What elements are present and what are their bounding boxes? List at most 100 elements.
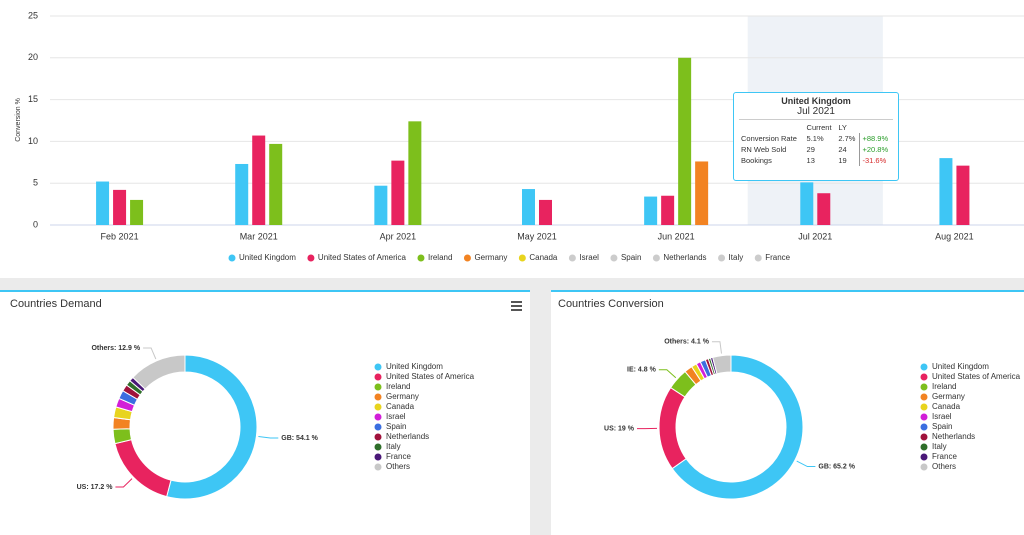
legend-marker <box>228 254 236 262</box>
bar <box>956 165 970 225</box>
legend-marker <box>374 423 382 431</box>
legend-label: France <box>386 452 411 461</box>
legend-marker <box>920 423 928 431</box>
y-tick-label: 10 <box>28 136 38 146</box>
data-label: Others: 12.9 % <box>91 345 140 352</box>
panel-title: Countries Demand <box>10 298 102 310</box>
change-value: -31.6% <box>862 156 887 165</box>
legend-marker <box>374 463 382 471</box>
panel-border <box>0 290 530 292</box>
legend-label: Italy <box>386 442 401 451</box>
legend-label: United States of America <box>932 372 1021 381</box>
tooltip: United Kingdom Jul 2021 Current LY Conver… <box>733 92 899 181</box>
bar <box>695 161 709 225</box>
legend-marker <box>307 254 315 262</box>
bar <box>113 189 127 225</box>
legend-marker <box>920 443 928 451</box>
legend-marker <box>920 413 928 421</box>
legend-marker <box>920 383 928 391</box>
legend-marker <box>920 403 928 411</box>
legend-label: Canada <box>529 253 558 262</box>
panel-border <box>551 290 1024 292</box>
label-connector <box>796 460 816 468</box>
legend-marker <box>754 254 762 262</box>
data-label: Others: 4.1 % <box>664 339 710 346</box>
col-header: LY <box>838 123 847 132</box>
data-label: IE: 4.8 % <box>627 367 657 374</box>
bar <box>939 158 953 225</box>
bar <box>130 199 144 225</box>
legend-marker <box>920 453 928 461</box>
change-value: +88.9% <box>862 134 889 143</box>
bar <box>391 160 405 225</box>
legend-marker <box>374 393 382 401</box>
y-tick-label: 20 <box>28 52 38 62</box>
legend-marker <box>374 363 382 371</box>
data-label: GB: 65.2 % <box>818 463 855 470</box>
legend-marker <box>374 383 382 391</box>
legend-marker <box>374 443 382 451</box>
legend-marker <box>610 254 618 262</box>
legend-marker <box>652 254 660 262</box>
legend-marker <box>463 254 471 262</box>
current-value: 5.1% <box>806 134 824 143</box>
bar <box>661 195 675 225</box>
label-connector <box>115 478 133 488</box>
bar <box>644 196 658 225</box>
x-tick-label: Mar 2021 <box>240 231 278 241</box>
legend-label: Ireland <box>428 253 452 262</box>
pie-slice <box>671 354 804 500</box>
legend-marker <box>417 254 425 262</box>
x-tick-label: Jun 2021 <box>658 231 695 241</box>
legend-label: Italy <box>729 253 744 262</box>
col-header: Current <box>806 123 832 132</box>
y-tick-label: 5 <box>33 178 38 188</box>
legend-label: Germany <box>474 253 507 262</box>
row-label: Bookings <box>741 156 772 165</box>
legend-marker <box>374 403 382 411</box>
bar <box>817 193 831 225</box>
row-label: Conversion Rate <box>741 134 797 143</box>
legend-label: Canada <box>386 402 415 411</box>
bar <box>800 182 814 225</box>
legend-marker <box>518 254 526 262</box>
legend-marker <box>920 393 928 401</box>
x-tick-label: Aug 2021 <box>935 231 974 241</box>
legend-label: France <box>765 253 790 262</box>
y-tick-label: 25 <box>28 10 38 20</box>
legend-marker <box>920 373 928 381</box>
legend-label: Italy <box>932 442 947 451</box>
tooltip-table: Current LY Conversion Rate 5.1% 2.7% +88.9% R… <box>739 122 893 166</box>
bar <box>522 189 535 225</box>
label-connector <box>658 369 677 379</box>
legend-marker <box>374 453 382 461</box>
legend-label: United Kingdom <box>932 362 989 371</box>
legend-label: United Kingdom <box>239 253 296 262</box>
bar <box>269 143 283 225</box>
legend-marker <box>718 254 726 262</box>
row-label: RN Web Sold <box>741 145 787 154</box>
legend-label: Netherlands <box>932 432 975 441</box>
legend-label: Israel <box>579 253 599 262</box>
bar <box>235 163 249 225</box>
legend-label: United Kingdom <box>386 362 443 371</box>
bar <box>539 199 552 225</box>
legend-label: Spain <box>621 253 641 262</box>
legend-marker <box>374 433 382 441</box>
legend-marker <box>374 373 382 381</box>
change-value: +20.8% <box>862 145 889 154</box>
legend-label: Germany <box>932 392 965 401</box>
x-tick-label: Feb 2021 <box>101 231 139 241</box>
label-connector <box>711 341 722 354</box>
legend-label: Germany <box>386 392 419 401</box>
x-tick-label: May 2021 <box>517 231 557 241</box>
bar <box>678 57 692 225</box>
data-label: US: 17.2 % <box>77 484 114 491</box>
legend-marker <box>374 413 382 421</box>
y-axis-label: Conversion % <box>15 98 22 142</box>
tooltip-subtitle: Jul 2021 <box>739 106 893 120</box>
menu-icon[interactable] <box>511 301 522 311</box>
ly-value: 2.7% <box>836 133 861 144</box>
bar <box>374 185 388 225</box>
